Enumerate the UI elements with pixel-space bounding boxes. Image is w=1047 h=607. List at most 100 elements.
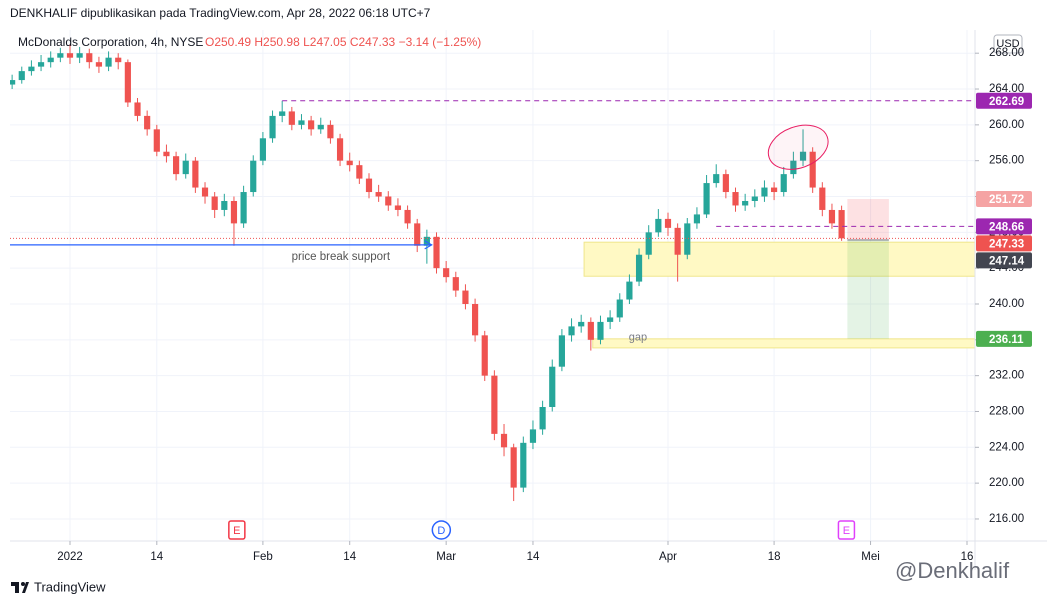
candle-body [529, 429, 537, 443]
candle-body [433, 236, 440, 269]
candle-body [57, 53, 64, 58]
price-tag-label: 236.11 [989, 334, 1024, 346]
candle-body [443, 268, 450, 278]
x-tick-label: 18 [768, 551, 781, 563]
position-reward [847, 240, 889, 339]
candle-body [115, 57, 122, 63]
x-tick-label: 14 [343, 551, 356, 563]
candle-body [365, 178, 373, 193]
brand-logo [11, 582, 29, 593]
y-tick-label: 264.00 [989, 83, 1024, 95]
ellipse [767, 124, 829, 170]
candle-body [423, 236, 430, 246]
price-tag-label: 248.66 [989, 221, 1024, 233]
candle-body [18, 71, 25, 81]
price-tag-label: 251.72 [989, 194, 1024, 206]
x-tick-label: Apr [659, 551, 677, 563]
legend-change: −3.14 (−1.25%) [399, 35, 482, 49]
candle-body [761, 187, 768, 197]
price-tag [976, 330, 1032, 347]
candle-body [375, 192, 382, 197]
event-label: E [233, 525, 240, 537]
candle-body [404, 209, 411, 224]
arrow-label: price break support [292, 251, 391, 263]
candle-body [201, 187, 209, 197]
candle-body [28, 66, 35, 72]
candle-body [713, 174, 720, 184]
candle-body [230, 200, 238, 224]
candle-body [626, 281, 633, 300]
candle-body [221, 200, 228, 210]
position-risk [847, 199, 889, 241]
symbol: McDonalds Corporation, 4h, NYSE [18, 35, 203, 49]
candle-body [838, 210, 845, 239]
candle-body [558, 335, 565, 367]
candle-body [385, 196, 392, 206]
ohlc-legend: O250.49 H250.98 L247.05 C247.33 −3.14 (−… [205, 35, 481, 49]
legend-high: H250.98 [254, 35, 300, 49]
x-tick-label: 2022 [57, 551, 83, 563]
candle-body [66, 53, 74, 58]
candle-body [481, 335, 488, 376]
zone [592, 338, 975, 349]
candle-body [520, 442, 527, 488]
price-tag-label: 247.14 [989, 255, 1025, 267]
y-tick-label: 256.00 [989, 155, 1024, 167]
candle-body [173, 156, 180, 175]
candle-body [780, 174, 787, 193]
y-tick-label: 232.00 [989, 370, 1024, 382]
candle-body [86, 53, 93, 63]
candle-body [240, 192, 247, 224]
legend-low: L247.05 [303, 35, 347, 49]
candle-body [472, 303, 479, 336]
candle-body [163, 151, 170, 157]
y-tick-label: 268.00 [989, 47, 1024, 59]
x-tick-label: 14 [527, 551, 540, 563]
candle-body [414, 223, 421, 246]
candle-body [578, 321, 585, 327]
candle-body [664, 218, 672, 228]
candle-body [500, 433, 508, 448]
candle-body [259, 138, 266, 161]
x-tick-label: Mei [861, 551, 880, 563]
price-tag [976, 92, 1032, 109]
watermark: @Denkhalif [895, 558, 1010, 583]
candle-body [549, 366, 556, 408]
publisher: DENKHALIF dipublikasikan pada TradingVie… [10, 6, 431, 20]
candle-body [124, 62, 131, 103]
event-label: E [843, 525, 850, 537]
event-marker [837, 520, 856, 540]
price-tag-label: 262.69 [989, 96, 1024, 108]
candle-body [452, 277, 459, 291]
candle-body [288, 111, 295, 125]
candle-body [616, 299, 623, 318]
x-tick-label: Mar [436, 551, 456, 563]
y-tick-label: 220.00 [989, 477, 1024, 489]
candle-body [828, 209, 836, 224]
candle-body [732, 192, 739, 206]
candle-body [317, 124, 324, 130]
legend-close: C247.33 [350, 35, 396, 49]
brand: TradingView [34, 579, 106, 594]
candle-body [37, 62, 45, 67]
candle-body [722, 174, 729, 193]
candle-body [95, 62, 103, 67]
zone [583, 241, 975, 277]
candle-body [250, 160, 257, 193]
event-marker [228, 520, 246, 540]
candle-body [336, 138, 344, 161]
candle-body [279, 111, 286, 116]
event-label: D [437, 525, 445, 537]
price-tag [976, 235, 1032, 252]
currency[interactable]: USD [996, 38, 1019, 50]
candle-body [356, 165, 363, 179]
price-tag [976, 191, 1032, 208]
candle-body [462, 290, 469, 304]
y-tick-label: 260.00 [989, 119, 1024, 131]
currency-button[interactable] [993, 34, 1023, 54]
price-tag [976, 218, 1032, 235]
candle-body [742, 200, 749, 206]
candle-body [703, 183, 710, 215]
candle-body [144, 115, 151, 130]
